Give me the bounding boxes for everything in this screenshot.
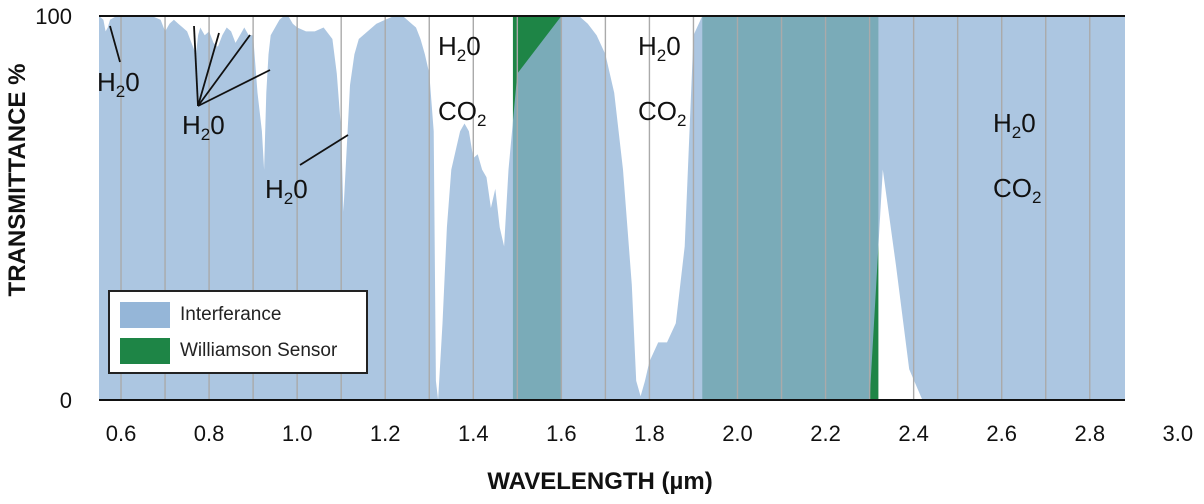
x-tick-label: 1.8 [634,421,665,446]
plot-frame [99,15,1125,401]
x-tick-label: 2.4 [898,421,929,446]
annotation-h2o-1: H20 [97,67,140,101]
legend-label-interference: Interferance [180,304,282,325]
annotation-leader-line [193,25,199,107]
x-tick-label: 1.2 [370,421,401,446]
legend-swatch-sensor [120,338,170,364]
y-tick-label: 0 [60,388,72,413]
legend-item-interference: Interferance [120,302,281,328]
annotation-leader-line [197,69,271,107]
x-tick-label: 1.4 [458,421,489,446]
x-tick-label: 0.6 [106,421,137,446]
x-tick-label: 0.8 [194,421,225,446]
x-tick-labels: 0.6 0.8 1.0 1.2 1.4 1.6 1.8 2.0 2.2 2.4 2.6 2.8 3.0 [106,421,1193,446]
y-axis-title: TRANSMITTANCE % [4,63,31,297]
annotation-h2o-co2-1: H20 [438,31,481,65]
x-tick-label: 2.8 [1074,421,1105,446]
x-tick-label: 2.6 [986,421,1017,446]
y-tick-labels: 0 100 [35,4,72,413]
annotation-leader-line [299,134,349,166]
annotation-leader-line [197,34,251,107]
x-tick-label: 3.0 [1163,421,1194,446]
legend-label-sensor: Williamson Sensor [180,340,338,361]
x-tick-label: 2.0 [722,421,753,446]
annotation-h2o-3: H20 [265,174,308,208]
legend: Interferance Williamson Sensor [108,290,368,374]
annotation-layer: H20 H20 H20 H20 CO2 H20 CO2 H20 CO2 [97,25,1041,208]
annotation-leader-line [197,32,220,107]
annotation-h2o-co2-2: H20 [638,31,681,65]
legend-item-sensor: Williamson Sensor [120,338,337,364]
annotation-h2o-co2-2-line2: CO2 [638,96,686,130]
y-tick-label: 100 [35,4,72,29]
annotation-h2o-co2-3-line2: CO2 [993,173,1041,207]
annotation-h2o-co2-1-line2: CO2 [438,96,486,130]
x-axis-title: WAVELENGTH (µm) [487,468,713,495]
annotation-leader-line [109,25,121,63]
legend-swatch-interference [120,302,170,328]
annotation-h2o-co2-3: H20 [993,108,1036,142]
annotation-h2o-2: H20 [182,110,225,144]
x-tick-label: 2.2 [810,421,841,446]
x-tick-label: 1.6 [546,421,577,446]
x-tick-label: 1.0 [282,421,313,446]
